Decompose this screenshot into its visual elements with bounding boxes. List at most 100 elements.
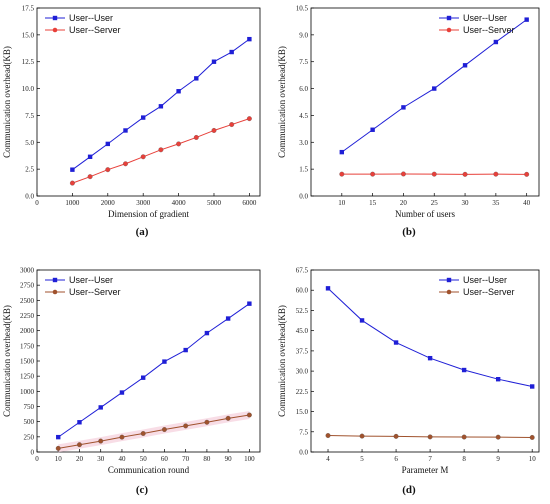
legend-label: User--User xyxy=(463,13,507,23)
legend-marker xyxy=(52,15,58,21)
y-tick-label: 6.0 xyxy=(299,85,308,93)
data-point xyxy=(461,367,467,373)
plot-frame xyxy=(36,269,261,453)
legend-label: User--Server xyxy=(69,287,121,297)
data-point xyxy=(176,89,181,94)
plot-frame xyxy=(36,7,261,197)
data-point xyxy=(247,301,252,306)
data-point xyxy=(401,105,406,110)
legend-marker xyxy=(446,15,452,21)
data-point xyxy=(123,128,128,133)
data-point xyxy=(176,141,182,147)
data-point xyxy=(204,419,210,425)
legend-marker xyxy=(52,27,58,33)
data-point xyxy=(140,115,146,120)
data-point xyxy=(105,141,110,147)
x-axis-label: Parameter M xyxy=(402,465,449,475)
data-point xyxy=(140,154,146,160)
y-tick-label: 7.5 xyxy=(299,58,308,66)
y-tick-label: 17.5 xyxy=(22,5,35,13)
data-point xyxy=(431,171,437,177)
x-tick-label: 1000 xyxy=(65,199,80,207)
y-tick-label: 7.5 xyxy=(25,112,34,120)
data-point xyxy=(370,171,376,177)
data-point xyxy=(119,390,125,395)
data-point xyxy=(161,427,167,433)
y-tick-label: 9.0 xyxy=(299,31,308,39)
data-point xyxy=(229,122,235,128)
y-tick-label: 60.0 xyxy=(296,287,309,295)
x-axis-label: Communication round xyxy=(108,465,190,475)
legend-label: User--User xyxy=(69,275,113,285)
x-tick-label: 35 xyxy=(492,199,500,207)
y-tick-label: 1250 xyxy=(20,373,35,381)
y-tick-label: 10.0 xyxy=(22,85,35,93)
caption-d: (d) xyxy=(402,484,416,496)
y-tick-label: 0.0 xyxy=(299,449,308,457)
data-point xyxy=(225,316,231,321)
y-tick-label: 37.5 xyxy=(296,347,309,355)
data-point xyxy=(56,434,61,440)
data-point xyxy=(183,423,189,429)
y-axis-label: Communication overhead(KB) xyxy=(2,46,12,158)
data-point xyxy=(140,431,146,436)
data-point xyxy=(158,147,164,153)
data-point xyxy=(55,445,61,451)
data-point xyxy=(529,434,535,440)
x-tick-label: 90 xyxy=(225,455,233,463)
data-point xyxy=(495,434,501,440)
x-tick-label: 80 xyxy=(203,455,211,463)
caption-a: (a) xyxy=(135,226,149,238)
y-tick-label: 1.5 xyxy=(299,166,308,174)
data-point xyxy=(246,412,252,418)
y-tick-label: 5.0 xyxy=(25,139,34,147)
data-point xyxy=(461,434,467,440)
data-point xyxy=(158,104,164,109)
data-point xyxy=(462,63,468,68)
legend-marker xyxy=(52,289,58,295)
series-line xyxy=(341,19,527,153)
chart-a: 0 1000 2000 3000 4000 5000 6000 0.0 2.5 5.0 7.5 10.… xyxy=(0,0,270,222)
x-axis-label: Number of users xyxy=(395,209,455,219)
data-point xyxy=(400,171,406,177)
legend-label: User--User xyxy=(463,275,507,285)
y-tick-label: 1500 xyxy=(20,358,35,366)
data-point xyxy=(98,438,104,444)
data-point xyxy=(77,442,82,448)
x-tick-label: 6 xyxy=(394,455,398,463)
data-point xyxy=(462,171,468,177)
data-point xyxy=(211,59,217,64)
legend-marker xyxy=(52,277,58,283)
y-axis-label: Communication overhead(KB) xyxy=(277,305,287,417)
y-tick-label: 1000 xyxy=(20,388,35,396)
x-tick-label: 9 xyxy=(496,455,500,463)
y-tick-label: 10.5 xyxy=(296,5,309,13)
data-point xyxy=(87,154,93,159)
y-tick-label: 750 xyxy=(24,403,35,411)
x-tick-label: 60 xyxy=(161,455,169,463)
data-point xyxy=(339,171,345,177)
x-tick-label: 0 xyxy=(35,199,39,207)
x-tick-label: 50 xyxy=(140,455,148,463)
x-tick-label: 15 xyxy=(369,199,377,207)
y-tick-label: 3000 xyxy=(20,267,35,275)
x-tick-label: 100 xyxy=(244,455,255,463)
data-point xyxy=(359,318,365,323)
x-tick-label: 4000 xyxy=(172,199,187,207)
data-point xyxy=(183,347,188,353)
data-point xyxy=(370,127,375,132)
y-tick-label: 7.5 xyxy=(299,428,308,436)
caption-b: (b) xyxy=(402,226,416,238)
data-point xyxy=(204,330,210,336)
data-point xyxy=(229,49,234,55)
data-point xyxy=(427,355,433,361)
data-point xyxy=(105,167,111,173)
y-tick-label: 500 xyxy=(24,418,35,426)
data-point xyxy=(162,359,167,364)
data-point xyxy=(393,340,399,345)
x-tick-label: 30 xyxy=(97,455,105,463)
data-point xyxy=(359,433,365,439)
x-tick-label: 2000 xyxy=(101,199,116,207)
x-tick-label: 10 xyxy=(55,455,63,463)
x-tick-label: 20 xyxy=(76,455,84,463)
